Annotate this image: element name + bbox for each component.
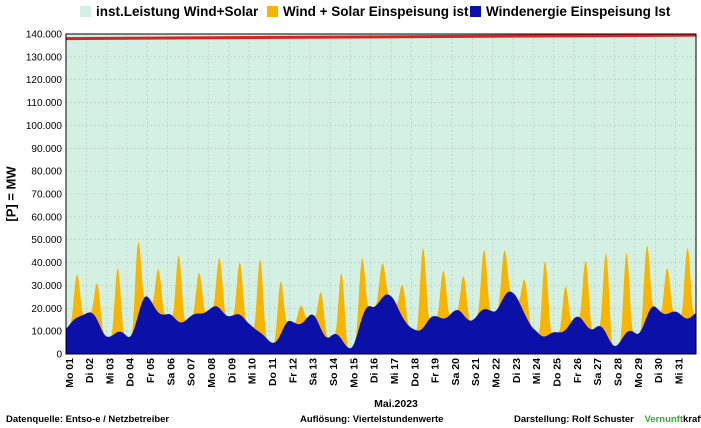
x-tick-label: Fr 12: [287, 358, 299, 383]
footer-author: Darstellung: Rolf Schuster Vernunftkraft: [514, 414, 701, 425]
y-tick-label: 90.000: [31, 144, 62, 155]
x-tick-label: So 21: [470, 358, 482, 386]
y-tick-label: 120.000: [26, 75, 63, 86]
footer-brand: Vernunftkraft: [644, 414, 701, 425]
y-tick-label: 130.000: [26, 52, 63, 63]
y-tick-label: 0: [56, 350, 62, 361]
x-tick-label: Di 09: [226, 358, 238, 383]
legend-item-installed: inst.Leistung Wind+Solar: [80, 4, 258, 19]
plot-frame: [65, 33, 697, 355]
x-axis-title: Mai.2023: [374, 398, 418, 410]
x-tick-label: Mi 03: [104, 358, 116, 384]
y-tick-label: 50.000: [31, 235, 62, 246]
footer-brand-part1: Vernunft: [644, 414, 683, 425]
x-tick-label: So 28: [612, 358, 624, 386]
x-tick-label: Fr 26: [572, 358, 584, 383]
y-tick-label: 80.000: [31, 167, 62, 178]
series-installed-line: [65, 33, 697, 41]
legend-label-wind-solar: Wind + Solar Einspeisung ist: [283, 4, 469, 19]
legend-swatch-wind-solar: [267, 6, 278, 17]
x-tick-label: Di 16: [369, 358, 381, 383]
x-tick-label: So 07: [186, 358, 198, 386]
x-tick-label: Mi 17: [389, 358, 401, 384]
y-tick-label: 70.000: [31, 190, 62, 201]
x-tick-label: Sa 27: [592, 358, 604, 386]
footer-source: Datenquelle: Entso-e / Netzbetreiber: [6, 414, 170, 425]
x-tick-label: Fr 19: [430, 358, 442, 383]
x-tick-label: So 14: [328, 358, 340, 386]
y-tick-label: 20.000: [31, 304, 62, 315]
y-tick-label: 100.000: [26, 121, 63, 132]
legend-swatch-installed: [80, 6, 91, 17]
x-tick-label: Mi 24: [531, 358, 543, 384]
x-tick-label: Do 18: [409, 358, 421, 387]
x-tick-label: Mo 15: [348, 358, 360, 388]
footer-brand-part2: kraft: [683, 414, 701, 425]
y-tick-label: 10.000: [31, 327, 62, 338]
y-axis-title: [P] = MW: [3, 166, 18, 222]
legend-item-wind: Windenergie Einspeisung Ist: [470, 4, 670, 19]
series-wind-area: [66, 291, 696, 354]
x-tick-label: Fr 05: [145, 358, 157, 383]
x-tick-label: Do 04: [125, 358, 137, 387]
legend-label-wind: Windenergie Einspeisung Ist: [486, 4, 671, 19]
x-tick-label: Mo 22: [491, 358, 503, 388]
x-tick-label: Mo 01: [64, 358, 76, 388]
x-tick-label: Sa 13: [308, 358, 320, 386]
x-tick-label: Di 23: [511, 358, 523, 383]
x-tick-label: Do 25: [552, 358, 564, 387]
x-tick-label: Di 02: [84, 358, 96, 383]
y-tick-label: 40.000: [31, 258, 62, 269]
legend-label-installed: inst.Leistung Wind+Solar: [96, 4, 259, 19]
footer-resolution: Auflösung: Viertelstundenwerte: [300, 414, 444, 425]
x-tick-label: Mo 08: [206, 358, 218, 388]
footer-author-name: Darstellung: Rolf Schuster: [514, 414, 634, 425]
y-tick-label: 60.000: [31, 212, 62, 223]
y-tick-label: 140.000: [26, 30, 63, 41]
x-tick-label: Do 11: [267, 358, 279, 386]
legend: inst.Leistung Wind+Solar Wind + Solar Ei…: [0, 4, 701, 26]
x-tick-label: Sa 06: [165, 358, 177, 386]
x-tick-label: Sa 20: [450, 358, 462, 386]
y-tick-label: 110.000: [27, 98, 63, 109]
x-tick-label: Di 30: [653, 358, 665, 383]
legend-item-wind-solar: Wind + Solar Einspeisung ist: [267, 4, 469, 19]
y-tick-label: 30.000: [31, 281, 62, 292]
legend-swatch-wind: [470, 6, 481, 17]
x-tick-label: Mi 10: [247, 358, 259, 384]
x-tick-label: Mi 31: [673, 358, 685, 384]
x-tick-label: Mo 29: [633, 358, 645, 388]
